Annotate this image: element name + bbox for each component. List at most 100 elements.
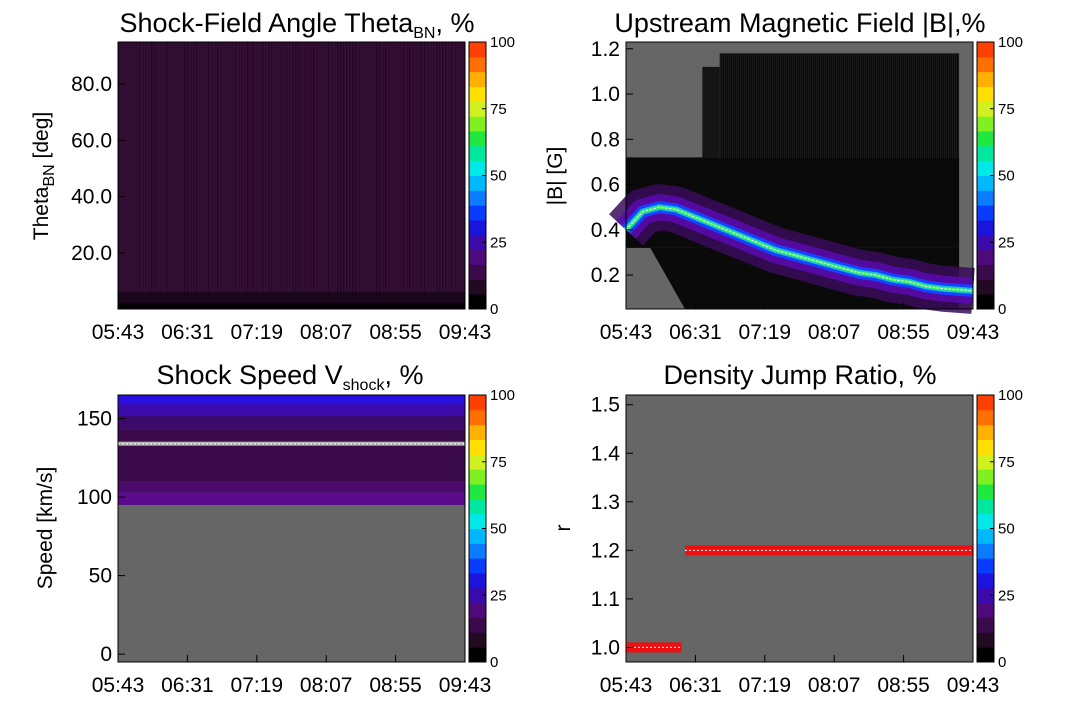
colorbar-swatch [469, 543, 486, 559]
plot-frame [625, 41, 974, 310]
heatmap-column [343, 42, 344, 309]
heatmap-column [409, 42, 410, 309]
colorbar-swatch [469, 42, 486, 58]
colorbar-swatch [977, 484, 994, 500]
colorbar-swatch [977, 71, 994, 87]
y-tick-label: 1.5 [591, 394, 620, 417]
heatmap-row-low [118, 292, 465, 304]
y-tick-label: 100 [77, 486, 112, 509]
plot-background [626, 395, 973, 662]
x-tick-label: 08:07 [300, 321, 353, 344]
heatmap-cells [118, 42, 465, 309]
y-tick-label: 0.6 [591, 174, 620, 197]
colorbar-label: 25 [998, 234, 1015, 251]
heatmap-column [421, 42, 422, 309]
heatmap-row [118, 429, 465, 482]
y-tick-label: 40.0 [71, 186, 112, 209]
panel-density-jump: Density Jump Ratio, % r 1.0 1.1 1.2 1.3 1.4 1… [552, 360, 1023, 697]
heatmap-column [403, 42, 404, 309]
heatmap-column [154, 42, 155, 309]
heatmap-row [118, 395, 465, 405]
y-tick-label: 1.4 [591, 442, 621, 465]
y-axis-label: Speed [km/s] [34, 467, 57, 590]
y-tick-label: 0.2 [591, 264, 620, 287]
heatmap-column [451, 42, 452, 309]
y-tick-label: 1.2 [591, 539, 620, 562]
colorbar-swatch [469, 56, 486, 73]
y-axis-label: |B| [G] [544, 147, 567, 206]
colorbar-swatch [469, 513, 486, 529]
colorbar-label: 25 [490, 234, 507, 251]
colorbar-swatch [469, 424, 486, 440]
ridge-line [625, 206, 974, 292]
heatmap-column [442, 42, 443, 309]
colorbar-label: 75 [490, 101, 507, 118]
panel-title: Shock-Field Angle ThetaBN, % [120, 8, 475, 42]
colorbar-swatch [469, 175, 486, 191]
colorbar-swatch [469, 131, 486, 147]
colorbar-label: 0 [490, 301, 498, 318]
colorbar-swatch [977, 632, 994, 648]
colorbar-swatch [977, 409, 994, 426]
y-axis-label: r [552, 525, 575, 532]
x-tick-label: 08:07 [300, 674, 353, 697]
colorbar-swatch [977, 116, 994, 132]
heatmap-column [292, 42, 293, 309]
heatmap-row [118, 404, 465, 416]
colorbar-swatch [469, 498, 486, 515]
colorbar-swatch [469, 587, 486, 604]
colorbar-swatch [977, 56, 994, 73]
heatmap-column [196, 42, 197, 309]
y-tick-label: 1.1 [591, 588, 620, 611]
colorbar-swatch [469, 528, 486, 544]
plot-frame [117, 394, 466, 663]
colorbar-swatch [977, 249, 994, 265]
heatmap-column [268, 42, 269, 309]
heatmap-row [118, 415, 465, 430]
heatmap-column [208, 42, 209, 309]
heatmap-column [235, 42, 236, 309]
heatmap-row [118, 481, 465, 493]
heatmap-cells [609, 53, 975, 314]
colorbar-label: 75 [998, 454, 1015, 471]
heatmap-row [118, 492, 465, 505]
plot-frame [625, 394, 974, 663]
x-tick-label: 05:43 [600, 321, 653, 344]
colorbar-swatch [977, 647, 994, 663]
x-tick-label: 05:43 [600, 674, 653, 697]
colorbar-label: 0 [490, 654, 498, 671]
colorbar-swatch [469, 205, 486, 221]
colorbar-swatch [977, 543, 994, 559]
colorbar-swatch [469, 573, 486, 589]
colorbar-swatch [977, 264, 994, 280]
x-tick-label: 05:43 [92, 321, 145, 344]
y-tick-label: 20.0 [71, 242, 112, 265]
colorbar-label: 75 [490, 454, 507, 471]
colorbar-swatch [469, 647, 486, 663]
panel-shock-speed: Shock Speed Vshock, % Speed [km/s] 0 50 10… [34, 360, 515, 697]
heatmap-column [328, 42, 329, 309]
colorbar-swatch [977, 439, 994, 455]
heatmap-column [346, 42, 347, 309]
heatmap-column [298, 42, 299, 309]
heatmap-column [436, 42, 437, 309]
y-tick-label: 1.2 [591, 38, 620, 61]
colorbar-swatch [469, 439, 486, 455]
colorbar-swatch [469, 395, 486, 411]
x-tick-label: 08:55 [369, 321, 422, 344]
colorbar-swatch [977, 131, 994, 147]
colorbar-swatch [977, 160, 994, 176]
heatmap-column [187, 42, 188, 309]
heatmap-column [376, 42, 377, 309]
heatmap-column [262, 42, 263, 309]
panel-title: Shock Speed Vshock, % [157, 360, 424, 394]
panel-title: Upstream Magnetic Field |B|,% [614, 8, 985, 38]
colorbar-swatch [977, 42, 994, 58]
colorbar-swatch [977, 587, 994, 604]
colorbar-label: 100 [490, 34, 515, 51]
colorbar-swatch [977, 469, 994, 485]
x-tick-label: 06:31 [669, 321, 722, 344]
colorbar-label: 50 [998, 521, 1015, 538]
y-tick-label: 1.0 [591, 636, 620, 659]
heatmap-column [385, 42, 386, 309]
